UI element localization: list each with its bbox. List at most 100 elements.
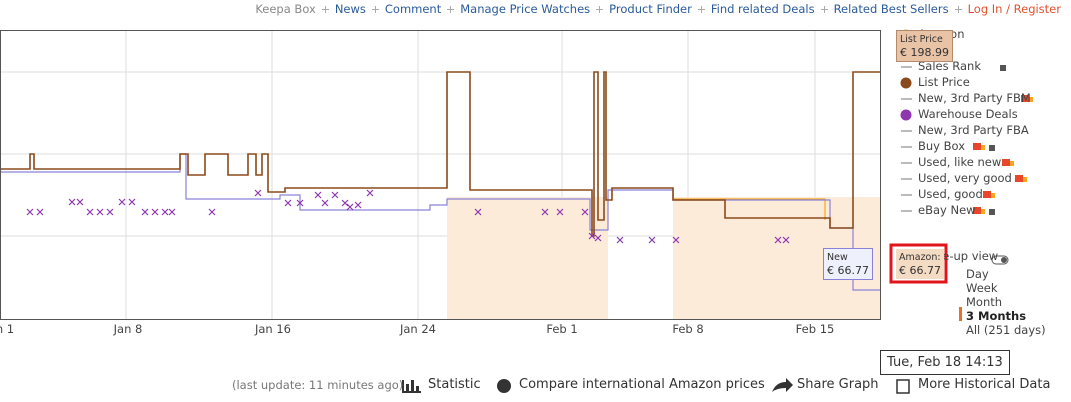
range-option[interactable]: Week bbox=[966, 281, 998, 295]
cross bbox=[474, 208, 482, 216]
cross bbox=[321, 199, 329, 207]
range-option[interactable]: Month bbox=[966, 295, 1003, 309]
separator bbox=[371, 5, 379, 13]
nav-link[interactable]: Keepa Box bbox=[255, 2, 316, 16]
separator bbox=[697, 5, 705, 13]
cross bbox=[254, 189, 262, 197]
tooltip-label: List Price bbox=[900, 34, 943, 45]
share-link[interactable]: Share Graph bbox=[797, 377, 879, 392]
legend-item[interactable]: Used, like new bbox=[918, 155, 1002, 169]
truck-icon bbox=[1021, 95, 1029, 102]
cross bbox=[284, 199, 292, 207]
cross bbox=[541, 208, 549, 216]
legend-item[interactable]: Buy Box bbox=[918, 139, 966, 153]
x-label: Feb 15 bbox=[795, 322, 835, 336]
separator bbox=[820, 5, 828, 13]
toggle[interactable] bbox=[991, 255, 1009, 265]
legend-dot bbox=[900, 77, 912, 89]
lock-icon bbox=[989, 209, 995, 215]
statistic-link[interactable]: Statistic bbox=[428, 377, 481, 392]
cross bbox=[672, 236, 680, 244]
range-option[interactable]: All (251 days) bbox=[966, 323, 1046, 337]
cross bbox=[68, 198, 76, 206]
x-label: Feb 1 bbox=[546, 322, 578, 336]
legend-dot bbox=[900, 109, 912, 121]
legend-item[interactable]: Used, very good bbox=[918, 171, 1012, 185]
cross bbox=[118, 198, 126, 206]
amazon-area bbox=[447, 197, 608, 319]
tooltip-new: New € 66.77 bbox=[823, 248, 873, 280]
range-option[interactable]: Day bbox=[966, 267, 989, 281]
cross bbox=[76, 198, 84, 206]
nav-link[interactable]: Manage Price Watches bbox=[460, 2, 591, 16]
highlight-box bbox=[889, 243, 948, 284]
tooltip-time: Tue, Feb 18 14:13 bbox=[880, 350, 1010, 375]
cross bbox=[354, 201, 362, 209]
cross bbox=[36, 208, 44, 216]
truck-icon bbox=[981, 145, 985, 150]
tooltip-price: € 198.99 bbox=[900, 46, 949, 59]
cross bbox=[141, 208, 149, 216]
nav-link[interactable]: Product Finder bbox=[609, 2, 692, 16]
tooltip-label: New bbox=[827, 252, 848, 263]
tooltip-price: € 66.77 bbox=[827, 264, 869, 277]
x-label: Jan 24 bbox=[399, 322, 437, 336]
tooltip-amazon: Amazon: € 66.77 bbox=[896, 249, 944, 279]
separator bbox=[321, 5, 329, 13]
cross bbox=[581, 208, 589, 216]
legend-item[interactable]: Sales Rank bbox=[918, 59, 981, 73]
legend-item[interactable]: List Price bbox=[918, 75, 970, 89]
truck-icon bbox=[983, 191, 991, 198]
separator bbox=[447, 5, 455, 13]
cross bbox=[168, 208, 176, 216]
legend-item[interactable]: New, 3rd Party FBM bbox=[918, 91, 1031, 105]
tooltip-list-price: List Price € 198.99 bbox=[896, 30, 953, 62]
cross bbox=[314, 191, 322, 199]
cross bbox=[106, 208, 114, 216]
nav-link[interactable]: Log In / Register bbox=[967, 2, 1061, 16]
cross bbox=[86, 208, 94, 216]
separator bbox=[596, 5, 604, 13]
cross bbox=[331, 191, 339, 199]
cross bbox=[782, 236, 790, 244]
lock-icon bbox=[1000, 65, 1006, 71]
warehouse-deals bbox=[26, 189, 790, 244]
legend-item[interactable]: Used, good bbox=[918, 187, 983, 201]
truck-icon bbox=[1010, 161, 1014, 166]
range-option[interactable]: 3 Months bbox=[966, 309, 1027, 323]
list-price-line bbox=[0, 71, 881, 237]
cross bbox=[341, 199, 349, 207]
nav-link[interactable]: News bbox=[334, 2, 366, 16]
lock-icon bbox=[989, 145, 995, 151]
cross bbox=[648, 236, 656, 244]
legend-item[interactable]: eBay New bbox=[918, 203, 976, 217]
truck-icon bbox=[981, 209, 985, 214]
new-line bbox=[0, 153, 881, 291]
cross bbox=[594, 234, 602, 242]
last-update: (last update: 11 minutes ago) bbox=[232, 378, 404, 392]
tooltip-price: € 66.77 bbox=[899, 264, 941, 277]
cross bbox=[556, 208, 564, 216]
plot-frame bbox=[0, 30, 881, 320]
x-label: Jan 8 bbox=[113, 322, 143, 336]
cross bbox=[588, 232, 596, 240]
toggle-knob bbox=[1001, 257, 1007, 263]
compare-link[interactable]: Compare international Amazon prices bbox=[519, 377, 765, 392]
x-label: Feb 8 bbox=[672, 322, 704, 336]
truck-icon bbox=[1023, 177, 1027, 182]
tooltip-label: Amazon: bbox=[899, 252, 941, 263]
more-data-link[interactable]: More Historical Data bbox=[918, 377, 1051, 392]
cross bbox=[366, 189, 374, 197]
nav-link[interactable]: Comment bbox=[384, 2, 442, 16]
footer-icons bbox=[402, 378, 910, 394]
cross bbox=[616, 236, 624, 244]
nav-link[interactable]: Related Best Sellers bbox=[833, 2, 949, 16]
cross bbox=[296, 199, 304, 207]
separator bbox=[954, 5, 962, 13]
truck-icon bbox=[1029, 97, 1033, 102]
nav-link[interactable]: Find related Deals bbox=[710, 2, 815, 16]
legend-item[interactable]: Warehouse Deals bbox=[918, 107, 1018, 121]
legend-item[interactable]: New, 3rd Party FBA bbox=[918, 123, 1029, 137]
cross bbox=[96, 208, 104, 216]
cross bbox=[774, 236, 782, 244]
